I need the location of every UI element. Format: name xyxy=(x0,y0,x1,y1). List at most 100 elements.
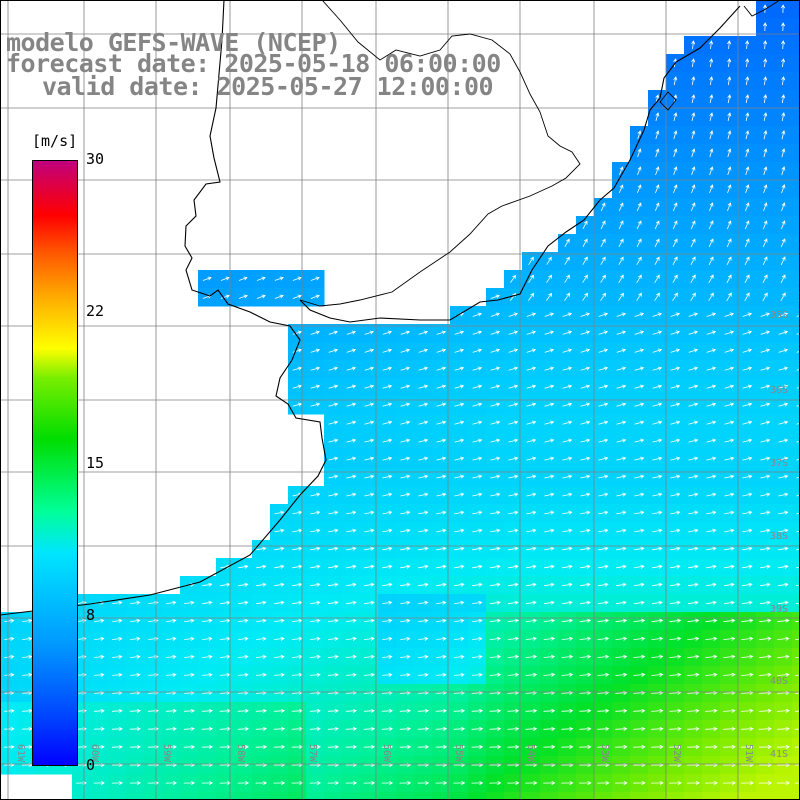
wind-arrow xyxy=(346,600,357,605)
wind-arrow xyxy=(255,726,268,731)
longitude-label: 55W xyxy=(453,744,464,763)
wind-arrow xyxy=(781,148,786,158)
wind-arrow xyxy=(544,438,555,443)
wind-arrow xyxy=(796,584,800,587)
wind-arrow xyxy=(525,618,538,623)
wind-arrow xyxy=(400,510,411,515)
wind-cell xyxy=(468,792,487,800)
wind-cell xyxy=(792,414,800,433)
wind-cell xyxy=(432,792,451,800)
wind-arrow xyxy=(706,438,717,443)
wind-cell xyxy=(666,792,685,800)
wind-arrow xyxy=(328,366,339,371)
wind-arrow xyxy=(726,292,732,302)
wind-arrow xyxy=(616,366,627,371)
wind-arrow xyxy=(778,348,789,353)
wind-arrow xyxy=(490,348,501,353)
wind-arrow xyxy=(652,564,663,569)
wind-arrow xyxy=(724,582,735,587)
wind-arrow xyxy=(472,528,483,533)
wind-arrow xyxy=(691,148,696,158)
wind-arrow xyxy=(744,238,750,248)
wind-arrow xyxy=(508,492,519,497)
wind-cell xyxy=(792,306,800,325)
latitude-label: 41S xyxy=(770,749,788,760)
wind-arrow xyxy=(655,148,660,158)
wind-arrow xyxy=(727,76,732,86)
wind-arrow xyxy=(742,420,753,425)
wind-arrow xyxy=(562,564,573,569)
wind-arrow xyxy=(328,330,338,335)
wind-arrow xyxy=(327,708,339,713)
wind-arrow xyxy=(399,726,412,731)
wind-arrow xyxy=(400,384,411,389)
wind-arrow xyxy=(705,672,718,677)
wind-arrow xyxy=(382,510,393,515)
wind-arrow xyxy=(112,654,123,659)
wind-arrow xyxy=(651,654,664,659)
longitude-label: 54W xyxy=(525,744,536,763)
wind-arrow xyxy=(436,402,447,407)
wind-arrow xyxy=(202,276,212,281)
wind-arrow xyxy=(400,492,411,497)
wind-arrow xyxy=(759,708,772,713)
wind-arrow xyxy=(310,366,321,371)
wind-arrow xyxy=(220,276,230,281)
wind-arrow xyxy=(759,654,772,659)
wind-arrow xyxy=(597,600,609,605)
wind-arrow xyxy=(382,618,393,623)
wind-arrow xyxy=(778,582,789,587)
wind-arrow xyxy=(600,256,606,266)
wind-arrow xyxy=(727,112,732,122)
wind-arrow xyxy=(507,744,520,749)
wind-arrow xyxy=(652,546,663,551)
wind-arrow xyxy=(436,348,447,353)
wind-arrow xyxy=(781,58,786,68)
wind-arrow xyxy=(634,546,645,551)
wind-arrow xyxy=(436,456,447,461)
wind-arrow xyxy=(708,292,714,302)
wind-arrow xyxy=(652,312,663,317)
wind-arrow xyxy=(526,438,537,443)
wind-arrow xyxy=(508,582,519,587)
wind-arrow xyxy=(706,348,717,353)
wind-arrow xyxy=(688,456,699,461)
wind-arrow xyxy=(166,654,177,659)
wind-arrow xyxy=(508,456,519,461)
wind-arrow xyxy=(745,94,750,104)
wind-arrow xyxy=(508,474,519,479)
wind-arrow xyxy=(670,348,681,353)
wind-arrow xyxy=(382,654,393,659)
wind-arrow xyxy=(615,600,627,605)
wind-arrow xyxy=(636,220,642,230)
wind-arrow xyxy=(382,348,393,353)
wind-arrow xyxy=(364,420,375,425)
wind-arrow xyxy=(670,564,681,569)
wind-arrow xyxy=(381,744,394,749)
colorbar-tick-22: 22 xyxy=(86,302,105,320)
wind-arrow xyxy=(637,166,642,176)
wind-cell xyxy=(792,342,800,361)
wind-arrow xyxy=(255,744,268,749)
wind-arrow xyxy=(796,512,800,515)
wind-cell xyxy=(792,540,800,559)
wind-arrow xyxy=(382,546,393,551)
wind-arrow xyxy=(112,672,123,677)
wind-arrow xyxy=(633,618,646,623)
wind-arrow xyxy=(346,420,357,425)
wind-arrow xyxy=(364,366,375,371)
wind-arrow xyxy=(346,510,357,515)
wind-arrow xyxy=(507,654,520,659)
wind-arrow xyxy=(741,636,754,641)
wind-arrow xyxy=(418,672,429,677)
wind-arrow xyxy=(706,510,717,515)
wind-arrow xyxy=(760,492,771,497)
wind-cell xyxy=(792,270,800,289)
wind-cell xyxy=(756,792,775,800)
wind-arrow xyxy=(454,546,465,551)
wind-arrow xyxy=(256,564,267,569)
wind-arrow xyxy=(654,292,660,302)
wind-arrow xyxy=(709,94,714,104)
wind-arrow xyxy=(778,384,789,389)
wind-arrow xyxy=(580,456,591,461)
